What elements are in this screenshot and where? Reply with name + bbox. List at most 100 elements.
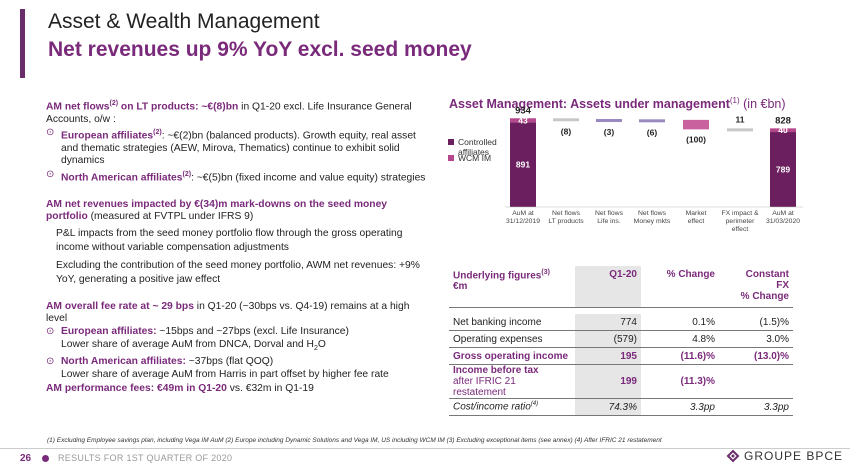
header-col-constant-fx: Constant FX % Change	[719, 266, 793, 308]
footnote: (1) Excluding Employee savings plan, inc…	[47, 437, 662, 444]
legend-label-0: Controlled affiliates	[458, 137, 497, 157]
bullet-marker-icon: ⊙	[46, 127, 55, 139]
cell-q1: 195	[575, 347, 641, 365]
bullet-text: Lower share of average AuM from Harris i…	[61, 368, 389, 380]
cell-constant-fx: 3.0%	[719, 330, 793, 348]
bar-controlled-0	[510, 122, 536, 207]
cell-change: (11.3)%	[641, 364, 719, 399]
header-col-q1: Q1-20	[575, 266, 641, 308]
bar-delta-2	[639, 119, 665, 123]
cell-q1: 74.3%	[575, 398, 641, 416]
net-revenues-text: (measured at FVTPL under IFRS 9)	[87, 211, 254, 223]
chart-title-unit: (in €bn)	[739, 97, 786, 112]
category-label-6: AuM at 31/03/2020	[766, 210, 800, 225]
fee-rate-paragraph: AM overall fee rate at ~ 29 bps in Q1-20…	[46, 301, 430, 326]
bullet-european-fees: ⊙ European affiliates: ~15bps and ~27bps…	[46, 326, 430, 355]
am-net-flows-paragraph: AM net flows(2) on LT products: ~€(8)bn …	[46, 98, 430, 126]
cell-constant-fx	[719, 364, 793, 399]
legend-label-1: WCM IM	[458, 153, 491, 163]
page-subtitle: Net revenues up 9% YoY excl. seed money	[48, 38, 472, 61]
bullet-lead: North American affiliates:	[61, 356, 186, 368]
header-label: Underlying figures	[453, 270, 542, 282]
label-delta-1: (3)	[604, 127, 615, 137]
label-delta-2: (6)	[647, 127, 658, 137]
category-label-3: Net flows Money mkts	[634, 210, 671, 225]
footnote-ref: (3)	[541, 269, 550, 276]
footer-dot-icon	[42, 455, 49, 462]
net-revenues-paragraph: AM net revenues impacted by €(34)m mark-…	[46, 199, 430, 224]
footnote-ref: (4)	[530, 401, 539, 408]
label-delta-0: (8)	[561, 126, 572, 136]
label-delta-3: (100)	[686, 134, 706, 144]
brand-logo: GROUPE BPCE	[726, 449, 843, 463]
cell-constant-fx: (13.0)%	[719, 347, 793, 365]
footnote-ref: (1)	[729, 96, 740, 105]
footer-label: RESULTS FOR 1ST QUARTER OF 2020	[58, 453, 233, 463]
category-label-0: AuM at 31/12/2019	[506, 210, 540, 225]
bar-delta-0	[553, 118, 579, 122]
bar-delta-3	[683, 119, 709, 130]
bullet-marker-icon: ⊙	[46, 168, 55, 180]
row-label: Operating expenses	[449, 330, 575, 348]
row-label: Gross operating income	[449, 347, 575, 365]
bullet-north-american-fees: ⊙ North American affiliates: ~37bps (fla…	[46, 356, 430, 381]
legend-swatch-0	[448, 139, 454, 145]
bar-delta-1	[596, 119, 622, 123]
table-row: Net banking income 774 0.1% (1.5)%	[449, 314, 793, 331]
cell-change: 3.3pp	[641, 398, 719, 416]
am-net-flows-lead: AM net flows	[46, 101, 110, 113]
footnote-ref: (2)	[153, 129, 162, 137]
category-label-2: Net flows Life ins.	[595, 210, 624, 225]
header-text: Constant	[745, 269, 789, 280]
row-label: Net banking income	[449, 314, 575, 331]
bullet-lead: North American affiliates	[61, 172, 183, 184]
cell-change: 0.1%	[641, 314, 719, 331]
row-label: Cost/income ratio	[453, 401, 531, 413]
excl-seed-money-text: Excluding the contribution of the seed m…	[56, 259, 420, 285]
table-row: Operating expenses (579) 4.8% 3.0%	[449, 330, 793, 348]
bullet-text: : ~€(2)bn (balanced products). Growth eq…	[61, 130, 416, 167]
table-row: Income before tax after IFRIC 21 restatem…	[449, 364, 793, 399]
performance-fees-text: vs. €32m in Q1-19	[226, 383, 314, 394]
category-label-5: FX impact & perimeter effect	[721, 210, 758, 233]
category-label-1: Net flows LT products	[548, 210, 584, 225]
category-label-4: Market effect	[686, 210, 707, 225]
label-delta-4: 11	[736, 114, 745, 124]
fee-rate-text: in Q1-20 (~30bps vs. Q4-19) remains at a…	[46, 300, 410, 324]
label-wcm-1: 40	[778, 125, 788, 135]
header-unit: €m	[453, 281, 468, 293]
cell-q1: (579)	[575, 330, 641, 348]
bullet-european-flows: ⊙ European affiliates(2): ~€(2)bn (balan…	[46, 127, 430, 168]
bar-wcm-1	[770, 128, 796, 133]
header-col-change: % Change	[641, 266, 719, 308]
underlying-figures-table: Underlying figures(3) €m Q1-20 % Change …	[449, 266, 793, 416]
cell-change: (11.6)%	[641, 347, 719, 365]
bullet-text: ~15bps and ~27bps (excl. Life Insurance)	[156, 326, 349, 338]
legend-swatch-1	[448, 155, 454, 161]
bullet-marker-icon: ⊙	[46, 326, 55, 338]
subscript: 2	[313, 344, 318, 352]
bullet-north-american-flows: ⊙ North American affiliates(2): ~€(5)bn …	[46, 169, 430, 185]
bar-controlled-1	[770, 132, 796, 207]
net-revenues-lead: AM net revenues impacted by €(34)m mark-…	[46, 198, 388, 223]
brand-name: GROUPE BPCE	[744, 449, 844, 463]
bullet-text: Lower share of average AuM from DNCA, Do…	[61, 338, 314, 350]
bullet-text: : ~€(5)bn (fixed income and value equity…	[191, 172, 426, 184]
header-text: % Change	[740, 291, 789, 302]
footer-divider	[0, 448, 850, 449]
chart-title-bold: Asset Management: Assets under managemen…	[449, 97, 730, 112]
bullet-marker-icon: ⊙	[46, 356, 55, 368]
bpce-logo-icon	[726, 449, 740, 463]
am-net-flows-text: in Q1-20 excl. Life Insurance General Ac…	[46, 101, 412, 125]
footnote-ref: (2)	[109, 100, 119, 107]
page-title: Asset & Wealth Management	[48, 10, 320, 33]
seed-money-impact-text: P&L impacts from the seed money portfoli…	[56, 227, 403, 253]
chart-title: Asset Management: Assets under managemen…	[449, 96, 786, 111]
title-accent-bar	[20, 9, 25, 78]
label-total-0: 934	[515, 105, 532, 116]
label-total-1: 828	[775, 115, 791, 126]
page-number: 26	[20, 453, 32, 464]
bullet-lead: European affiliates	[61, 130, 154, 142]
table-header: Underlying figures(3) €m Q1-20 % Change …	[449, 266, 793, 308]
